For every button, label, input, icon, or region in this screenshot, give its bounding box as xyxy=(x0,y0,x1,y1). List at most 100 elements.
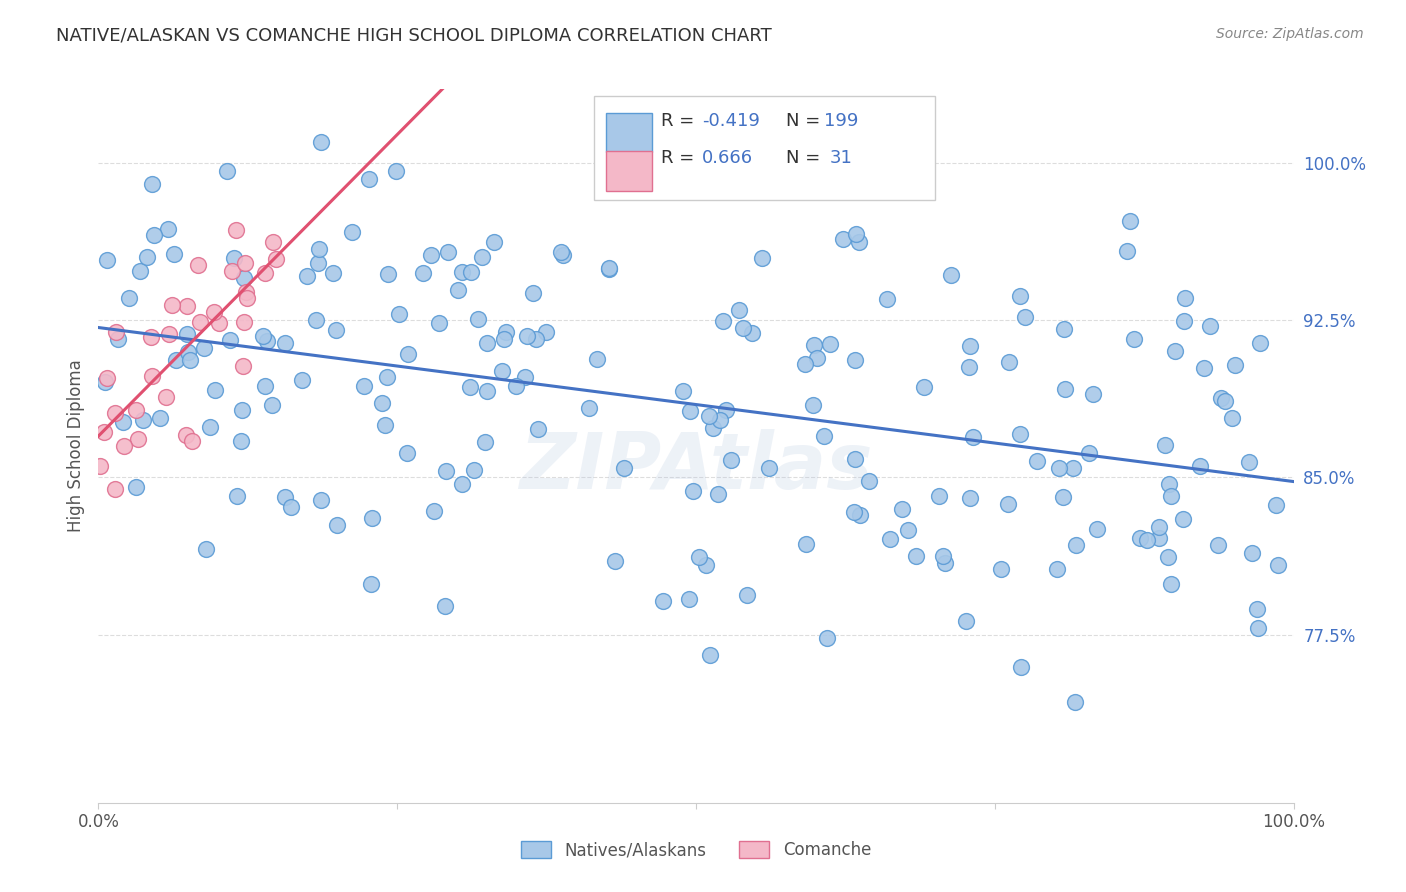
Point xyxy=(233,256,256,270)
Point xyxy=(711,314,734,328)
Point xyxy=(990,562,1012,576)
Point xyxy=(524,332,547,346)
Point xyxy=(412,266,434,280)
Point xyxy=(208,316,231,330)
Point xyxy=(1246,621,1268,635)
Point xyxy=(388,308,411,322)
Point xyxy=(1237,455,1260,469)
Point xyxy=(813,429,835,443)
Point xyxy=(295,269,318,284)
Point xyxy=(423,504,446,518)
Point xyxy=(844,352,866,367)
Point xyxy=(176,299,198,313)
Point xyxy=(707,487,730,501)
Point xyxy=(1053,382,1076,396)
Text: NATIVE/ALASKAN VS COMANCHE HIGH SCHOOL DIPLOMA CORRELATION CHART: NATIVE/ALASKAN VS COMANCHE HIGH SCHOOL D… xyxy=(56,27,772,45)
Point xyxy=(136,250,159,264)
Point xyxy=(962,430,984,444)
Point xyxy=(997,497,1019,511)
Point xyxy=(231,402,253,417)
Point xyxy=(955,614,977,628)
Point xyxy=(142,228,165,243)
Point xyxy=(842,506,865,520)
Point xyxy=(436,464,458,478)
Point xyxy=(353,378,375,392)
Point xyxy=(714,403,737,417)
Point xyxy=(311,135,333,149)
Point xyxy=(1154,438,1177,452)
Point xyxy=(1116,244,1139,258)
Point xyxy=(232,359,254,373)
Point xyxy=(849,508,872,522)
Point xyxy=(709,412,731,426)
Point xyxy=(396,347,419,361)
Point xyxy=(467,311,489,326)
Point xyxy=(395,446,418,460)
Point xyxy=(308,242,330,256)
Point xyxy=(374,418,396,433)
Point xyxy=(141,369,163,384)
Point xyxy=(104,482,127,496)
Point xyxy=(460,265,482,279)
Point xyxy=(141,177,163,191)
Point xyxy=(219,333,242,347)
Point xyxy=(1147,531,1170,545)
Point xyxy=(495,326,517,340)
Point xyxy=(1157,549,1180,564)
Point xyxy=(322,266,344,280)
Point xyxy=(204,383,226,397)
Point xyxy=(527,422,550,436)
Point xyxy=(325,323,347,337)
Text: 199: 199 xyxy=(824,112,858,130)
Point xyxy=(112,439,135,453)
Point xyxy=(928,489,950,503)
Point xyxy=(1010,289,1032,303)
Point xyxy=(1136,533,1159,547)
Point xyxy=(1267,558,1289,573)
Point xyxy=(1249,336,1271,351)
Point xyxy=(427,317,450,331)
Point xyxy=(603,554,626,568)
Point xyxy=(1025,454,1047,468)
Point xyxy=(492,332,515,346)
Point xyxy=(107,332,129,346)
Text: R =: R = xyxy=(661,112,695,130)
Point xyxy=(262,235,284,250)
Point xyxy=(1241,545,1264,559)
Point xyxy=(1119,213,1142,227)
Point xyxy=(578,401,600,416)
Point xyxy=(222,252,245,266)
Point xyxy=(176,326,198,341)
Point xyxy=(1062,460,1084,475)
Point xyxy=(225,222,247,236)
Point xyxy=(858,474,880,488)
Point xyxy=(844,452,866,467)
Point xyxy=(534,325,557,339)
Point xyxy=(377,267,399,281)
Point xyxy=(96,253,118,268)
Text: Source: ZipAtlas.com: Source: ZipAtlas.com xyxy=(1216,27,1364,41)
Point xyxy=(848,235,870,249)
Point xyxy=(1198,318,1220,333)
Point xyxy=(679,403,702,417)
Point xyxy=(735,588,758,602)
Point xyxy=(371,395,394,409)
Point xyxy=(803,338,825,352)
Point xyxy=(1171,511,1194,525)
Point xyxy=(678,591,700,606)
Point xyxy=(613,461,636,475)
Point xyxy=(516,329,538,343)
Point xyxy=(1206,538,1229,552)
Legend: Natives/Alaskans, Comanche: Natives/Alaskans, Comanche xyxy=(515,834,877,866)
Point xyxy=(360,511,382,525)
Point xyxy=(1246,602,1268,616)
Point xyxy=(174,428,197,442)
Point xyxy=(128,264,150,278)
Point xyxy=(651,594,673,608)
Point xyxy=(433,599,456,613)
Point xyxy=(111,415,134,429)
Point xyxy=(474,435,496,450)
Point xyxy=(720,453,742,467)
Text: -0.419: -0.419 xyxy=(702,112,759,130)
Point xyxy=(377,370,399,384)
